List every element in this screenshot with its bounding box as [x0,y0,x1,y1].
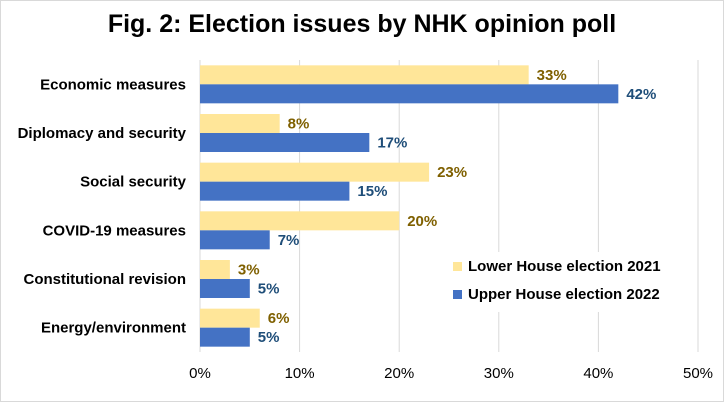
bar [200,211,400,231]
legend: Lower House election 2021 Upper House el… [440,252,690,312]
legend-item-lower-house: Lower House election 2021 [453,258,661,275]
data-label: 42% [626,86,656,103]
bar [200,260,230,279]
bar [200,65,529,85]
x-tick-label: 30% [484,365,514,382]
x-tick-label: 20% [384,365,414,382]
category-label: Economic measures [40,76,186,93]
x-tick-label: 0% [189,365,211,382]
data-label: 6% [268,310,290,327]
bar [200,133,370,152]
data-label: 15% [357,183,387,200]
bar [200,114,280,133]
data-label: 5% [258,281,280,298]
bar [200,230,270,250]
bar [200,84,619,104]
data-label: 8% [288,116,310,133]
category-label: COVID-19 measures [43,222,186,239]
data-label: 17% [377,135,407,152]
legend-item-upper-house: Upper House election 2022 [453,286,660,303]
category-label: Social security [80,174,187,191]
data-label: 20% [407,213,437,230]
category-label: Energy/environment [41,320,186,337]
category-label: Diplomacy and security [18,125,187,142]
x-tick-label: 10% [285,365,315,382]
x-tick-labels: 0% 10% 20% 30% 40% 50% [189,365,713,382]
bar [200,308,260,328]
category-label: Constitutional revision [23,271,186,288]
x-tick-label: 50% [683,365,713,382]
legend-label-lower-house: Lower House election 2021 [468,258,661,275]
data-label: 3% [238,262,260,279]
category-labels: Economic measures Diplomacy and security S… [18,76,187,336]
bar [200,181,350,201]
bars [200,65,619,347]
data-label: 23% [437,164,467,181]
data-labels: 33% 42% 8% 17% 23% 15% 20% 7% 3% 5% 6% 5% [238,67,656,346]
data-label: 5% [258,329,280,346]
bar [200,279,250,298]
data-label: 33% [537,67,567,84]
chart-title: Fig. 2: Election issues by NHK opinion p… [107,10,617,38]
bar [200,162,430,182]
data-label: 7% [278,232,300,249]
bar [200,327,250,347]
legend-swatch-upper-house [453,290,462,299]
legend-swatch-lower-house [453,262,462,271]
legend-label-upper-house: Upper House election 2022 [468,286,660,303]
x-tick-label: 40% [583,365,613,382]
